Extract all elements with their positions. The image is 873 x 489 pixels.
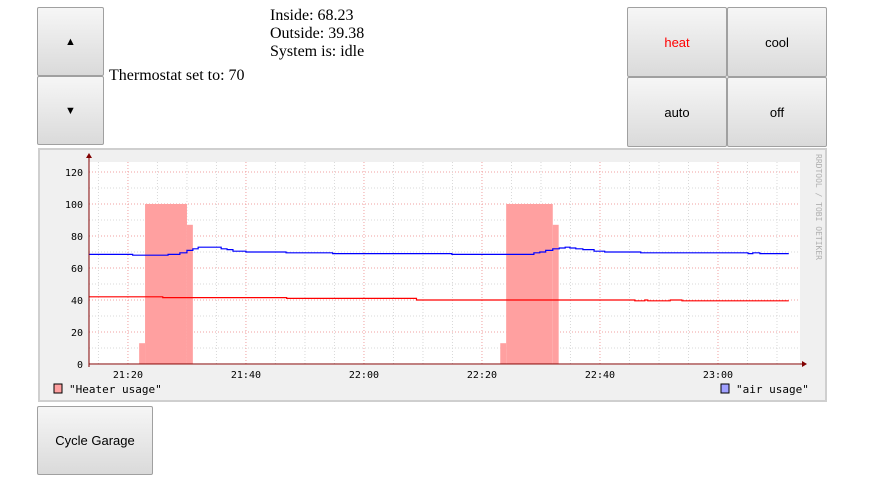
system-status: System is: idle — [270, 43, 365, 60]
y-tick-label: 100 — [65, 200, 83, 211]
mode-off-button[interactable]: off — [727, 77, 827, 147]
cool-label: cool — [765, 34, 789, 50]
watermark: RRDTOOL / TOBI OETIKER — [814, 154, 823, 260]
x-tick-label: 22:20 — [467, 370, 497, 381]
y-tick-label: 80 — [71, 232, 83, 243]
cycle-garage-button[interactable]: Cycle Garage — [37, 406, 153, 475]
mode-heat-button[interactable]: heat — [627, 7, 727, 77]
outside-temp-line — [89, 296, 789, 302]
heater-usage-bar — [139, 343, 146, 364]
outside-temp: Outside: 39.38 — [270, 25, 365, 42]
cycle-garage-label: Cycle Garage — [55, 433, 135, 448]
heater-usage-bar — [506, 204, 553, 364]
y-tick-label: 20 — [71, 328, 83, 339]
mode-auto-button[interactable]: auto — [627, 77, 727, 147]
temp-down-button[interactable]: ▼ — [37, 76, 104, 145]
plot-area — [89, 162, 800, 365]
x-tick-label: 23:00 — [703, 370, 733, 381]
legend-swatch-heater — [53, 383, 63, 394]
heat-label: heat — [664, 34, 690, 50]
heater-usage-bar — [500, 343, 507, 364]
legend-swatch-air — [720, 383, 730, 394]
temp-up-button[interactable]: ▲ — [37, 7, 104, 76]
up-arrow-icon: ▲ — [65, 35, 76, 48]
legend-air: "air usage" — [736, 383, 809, 396]
heater-usage-bar — [145, 204, 187, 364]
inside-temp-line — [89, 246, 789, 256]
heater-usage-bar — [186, 224, 193, 364]
y-tick-label: 60 — [71, 264, 83, 275]
x-tick-label: 21:40 — [231, 370, 261, 381]
setpoint-label: Thermostat set to: 70 — [109, 67, 245, 84]
auto-label: auto — [664, 104, 690, 120]
y-tick-label: 40 — [71, 296, 83, 307]
mode-cool-button[interactable]: cool — [727, 7, 827, 77]
inside-temp: Inside: 68.23 — [270, 7, 354, 24]
heater-usage-bar — [552, 224, 559, 364]
legend-heater: "Heater usage" — [69, 383, 162, 396]
usage-chart: 0 20 40 60 80 100 120 21:20 21:40 22:00 22:20 22:40… — [38, 148, 827, 402]
chart-svg: 0 20 40 60 80 100 120 21:20 21:40 22:00 22:20 22:40… — [53, 153, 823, 396]
off-label: off — [769, 104, 785, 120]
y-tick-label: 0 — [77, 360, 83, 371]
x-tick-label: 22:40 — [585, 370, 615, 381]
x-tick-label: 21:20 — [113, 370, 143, 381]
y-axis-arrow-icon — [86, 153, 92, 158]
x-tick-label: 22:00 — [349, 370, 379, 381]
down-arrow-icon: ▼ — [65, 104, 76, 117]
y-tick-label: 120 — [65, 168, 83, 179]
x-axis-arrow-icon — [802, 361, 807, 367]
